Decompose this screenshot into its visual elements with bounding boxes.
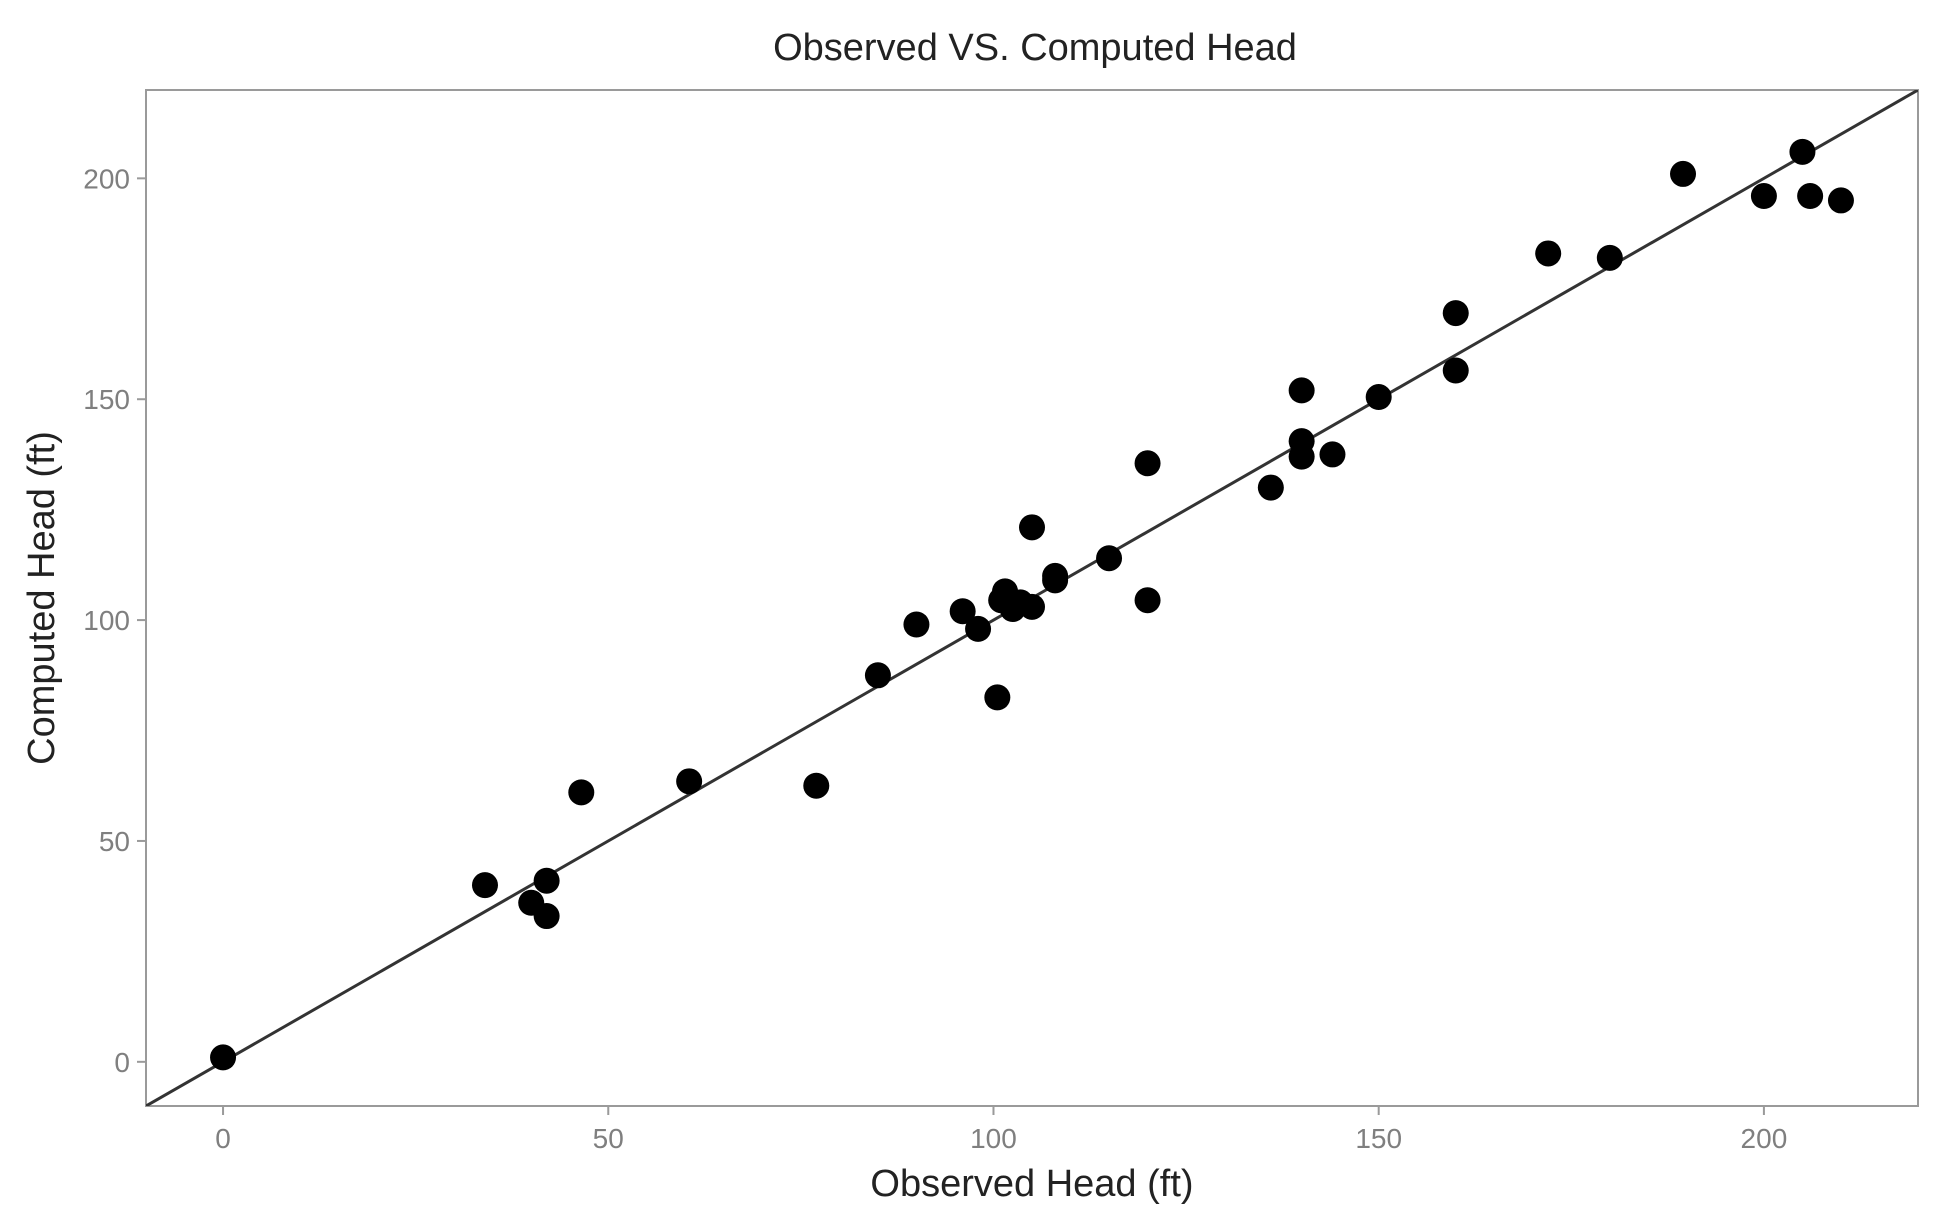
data-point: [676, 768, 703, 795]
x-tick-label: 200: [1741, 1123, 1788, 1154]
data-point: [864, 662, 891, 689]
y-tick-label: 100: [83, 605, 130, 636]
data-point: [1442, 300, 1469, 327]
data-point: [984, 684, 1011, 711]
data-point: [1257, 474, 1284, 501]
y-tick-label: 150: [83, 384, 130, 415]
data-point: [1134, 450, 1161, 477]
y-axis-title: Computed Head (ft): [21, 431, 63, 765]
data-point: [1365, 384, 1392, 411]
x-tick-label: 0: [215, 1123, 231, 1154]
data-point: [568, 779, 595, 806]
data-point: [1042, 562, 1069, 589]
data-point: [1797, 183, 1824, 210]
y-tick-label: 50: [99, 826, 130, 857]
data-point: [1789, 138, 1816, 165]
data-point: [1596, 244, 1623, 271]
x-tick-label: 100: [970, 1123, 1017, 1154]
data-point: [1750, 183, 1777, 210]
axis-tick-labels: 0 50 100 150 200 0 50 100 150 200: [83, 163, 1787, 1154]
chart-title: Observed VS. Computed Head: [773, 27, 1297, 69]
data-point: [1670, 160, 1697, 187]
data-point: [1019, 514, 1045, 541]
x-axis-title: Observed Head (ft): [870, 1163, 1193, 1205]
data-point: [903, 611, 930, 638]
data-points: [210, 138, 1854, 1071]
data-point: [210, 1044, 237, 1071]
data-point: [1134, 587, 1161, 614]
data-point: [1442, 357, 1469, 384]
data-point: [803, 772, 830, 799]
data-point: [471, 872, 498, 899]
x-tick-label: 50: [593, 1123, 624, 1154]
y-tick-label: 200: [83, 163, 130, 194]
data-point: [1019, 593, 1045, 620]
data-point: [1288, 377, 1315, 404]
data-point: [1288, 428, 1315, 455]
data-point: [1535, 240, 1562, 267]
data-point: [1096, 545, 1123, 572]
data-point: [533, 867, 560, 894]
data-point: [965, 615, 992, 642]
data-point: [949, 598, 976, 625]
data-point: [533, 903, 560, 930]
data-point: [1319, 441, 1346, 468]
axis-ticks: [137, 177, 1765, 1115]
y-tick-label: 0: [114, 1047, 130, 1078]
data-point: [1827, 187, 1854, 214]
x-tick-label: 150: [1355, 1123, 1402, 1154]
plot-panel-border: [145, 89, 1919, 1107]
